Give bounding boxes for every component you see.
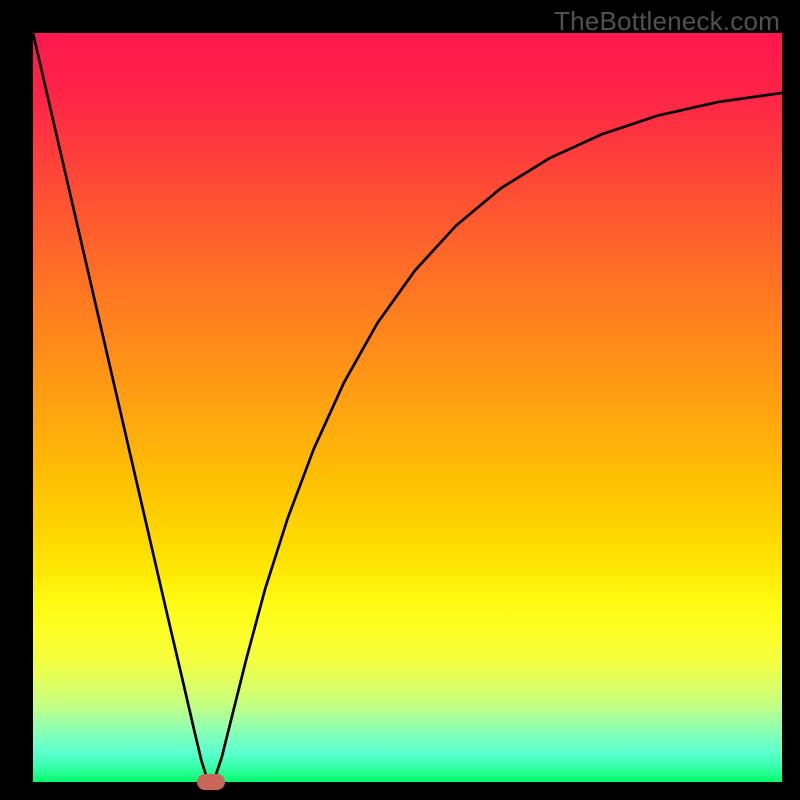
bottleneck-curve	[33, 33, 782, 782]
optimal-point-marker	[197, 774, 225, 790]
watermark-text: TheBottleneck.com	[554, 6, 780, 37]
chart-frame: TheBottleneck.com	[0, 0, 800, 800]
